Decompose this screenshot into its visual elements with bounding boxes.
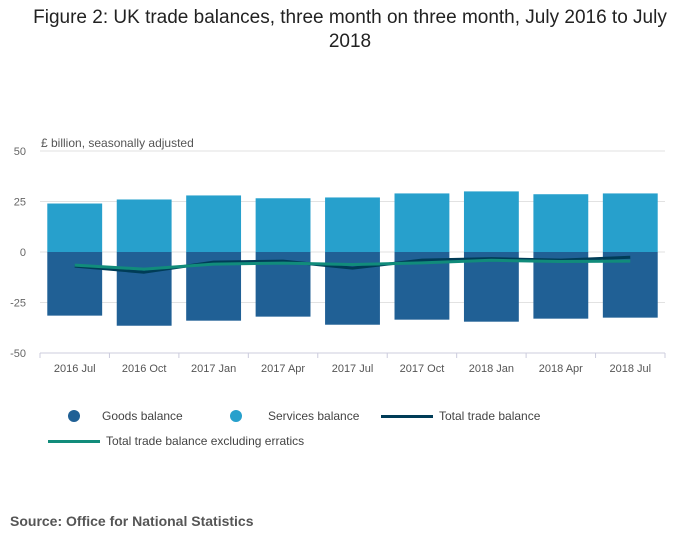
legend-total: Total trade balance xyxy=(381,409,540,423)
x-tick-label: 2018 Jul xyxy=(609,363,651,375)
legend-goods: Goods balance xyxy=(68,409,183,423)
x-tick-label: 2017 Jul xyxy=(332,363,374,375)
bar-services xyxy=(533,194,589,252)
services-swatch xyxy=(230,410,242,422)
bar-goods xyxy=(463,252,519,322)
bar-services xyxy=(116,199,172,252)
bar-services xyxy=(463,191,519,252)
line-total-excl-erratics xyxy=(74,258,631,271)
y-tick-label: -25 xyxy=(10,298,26,310)
y-axis-label: £ billion, seasonally adjusted xyxy=(41,136,194,150)
total-swatch xyxy=(381,414,433,418)
bar-services xyxy=(602,193,658,252)
bar-services xyxy=(255,198,311,252)
x-tick-label: 2018 Jan xyxy=(469,363,514,375)
legend-label: Services balance xyxy=(268,409,360,423)
x-tick-label: 2016 Oct xyxy=(122,363,167,375)
x-tick-label: 2017 Oct xyxy=(400,363,445,375)
bar-services xyxy=(186,195,242,252)
excl-swatch xyxy=(48,439,100,443)
x-tick-label: 2017 Jan xyxy=(191,363,236,375)
bar-goods xyxy=(602,252,658,318)
source-note: Source: Office for National Statistics xyxy=(10,513,254,529)
bar-goods xyxy=(116,252,172,326)
bar-services xyxy=(47,203,103,252)
y-tick-label: 0 xyxy=(20,247,26,259)
chart-title: Figure 2: UK trade balances, three month… xyxy=(33,7,667,52)
legend-excl: Total trade balance excluding erratics xyxy=(48,434,304,448)
x-tick-label: 2016 Jul xyxy=(54,363,96,375)
bar-services xyxy=(325,197,380,252)
legend-label: Total trade balance xyxy=(439,409,541,423)
x-tick-label: 2018 Apr xyxy=(539,363,583,375)
legend-label: Total trade balance excluding erratics xyxy=(106,434,305,448)
y-tick-label: 25 xyxy=(14,197,26,209)
legend-label: Goods balance xyxy=(102,409,183,423)
goods-swatch xyxy=(68,410,80,422)
bar-goods xyxy=(47,252,103,316)
bar-services xyxy=(394,193,450,252)
y-tick-label: -50 xyxy=(10,348,26,360)
bar-goods xyxy=(533,252,589,319)
y-tick-label: 50 xyxy=(14,146,26,158)
x-tick-label: 2017 Apr xyxy=(261,363,305,375)
legend-services: Services balance xyxy=(230,409,359,423)
